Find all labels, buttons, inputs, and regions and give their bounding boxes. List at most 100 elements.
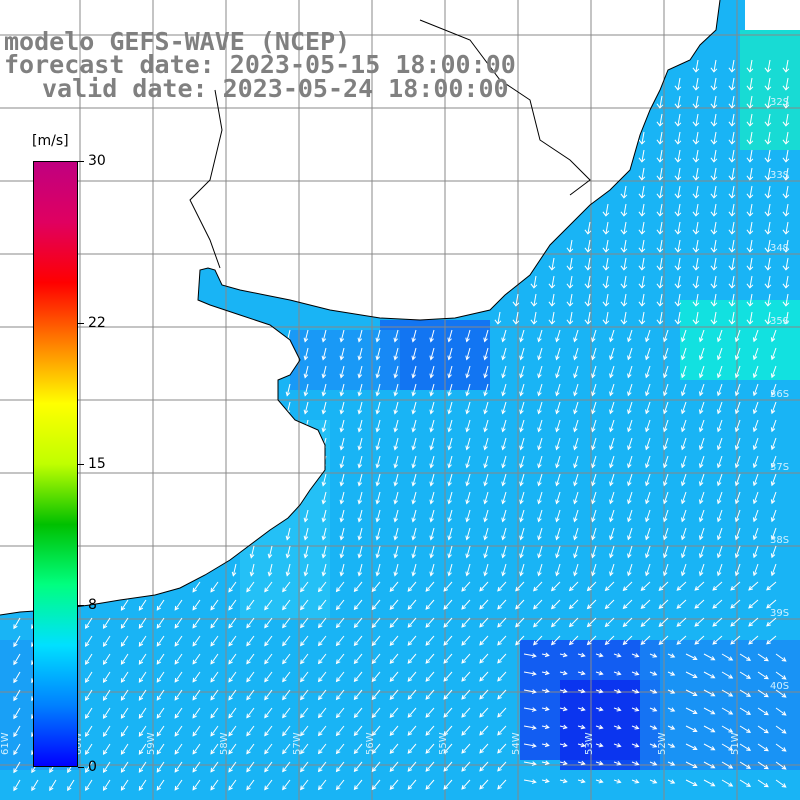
wind-arrow [748,617,759,627]
wind-arrow [728,149,736,163]
wind-arrow [371,725,381,737]
wind-arrow [604,581,615,592]
wind-arrow [465,473,471,487]
wind-arrow [555,473,561,487]
wind-arrow [425,581,435,592]
wind-arrow [210,707,219,719]
wind-arrow [627,545,633,559]
wind-arrow [627,509,633,523]
wind-arrow [640,599,651,610]
wind-arrow [447,383,453,397]
wind-arrow [775,653,787,662]
wind-arrow [573,437,579,451]
wind-arrow [461,707,471,718]
wind-arrow [692,311,700,325]
wind-arrow [559,724,568,730]
wind-arrow [748,599,759,609]
wind-arrow [692,293,700,307]
wind-arrow [102,761,111,773]
wind-arrow [393,473,399,487]
wind-arrow [770,509,777,523]
wind-arrow [371,599,381,611]
wind-arrow [541,742,550,748]
wind-arrow [228,689,237,701]
wind-arrow [548,293,556,307]
wind-arrow [703,689,716,697]
wind-arrow [501,419,507,433]
wind-arrow [674,113,682,127]
wind-arrow [411,329,417,343]
wind-arrow [13,761,21,774]
wind-arrow [620,185,628,199]
wind-arrow [541,652,550,658]
wind-arrow [541,778,550,784]
wind-arrow [595,688,604,694]
wind-arrow [602,293,610,307]
wind-arrow [638,221,646,235]
wind-arrow [609,383,615,397]
wind-arrow [573,383,579,397]
wind-arrow [407,671,417,682]
wind-arrow [739,689,752,697]
wind-arrow [519,491,525,505]
wind-arrow [627,473,633,487]
wind-arrow [192,599,201,611]
wind-arrow [389,599,399,610]
wind-arrow [192,653,201,665]
wind-arrow [746,257,754,271]
wind-arrow [676,599,687,609]
wind-arrow [627,527,633,541]
wind-arrow [555,419,561,433]
wind-arrow [533,635,543,646]
wind-arrow [447,455,453,469]
wind-arrow [249,563,255,577]
wind-arrow [645,347,651,361]
wind-arrow [483,491,489,505]
lon-label: 51W [730,732,741,755]
wind-arrow [407,725,417,736]
wind-arrow [13,653,21,666]
wind-arrow [577,760,586,766]
wind-arrow [501,347,507,361]
wind-arrow [752,545,759,559]
wind-arrow [577,706,586,712]
wind-arrow [411,491,417,505]
wind-arrow [497,761,507,772]
wind-arrow [674,275,682,289]
wind-arrow [519,383,525,397]
wind-arrow [577,742,586,748]
wind-arrow [721,743,734,751]
wind-arrow [620,311,628,325]
wind-arrow [676,617,687,627]
wind-arrow [698,419,705,433]
wind-arrow [407,599,417,610]
wind-arrow [638,167,646,181]
wind-arrow [479,653,489,664]
wind-arrow [483,527,489,541]
wind-arrow [730,599,741,609]
wind-arrow [120,599,129,611]
wind-arrow [411,509,417,523]
wind-arrow [411,473,417,487]
wind-arrow [443,617,453,628]
wind-arrow [782,131,790,145]
wind-arrow [555,347,561,361]
lon-label: 52W [657,732,668,755]
wind-arrow [656,167,664,181]
wind-arrow [602,257,610,271]
wind-arrow [685,689,698,697]
colorbar-tick-mark [78,464,84,465]
wind-arrow [541,724,550,730]
wind-arrow [461,779,471,790]
wind-arrow [300,581,309,593]
wind-arrow [566,239,574,253]
lat-label: 40S [770,681,789,692]
wind-arrow [353,707,363,719]
wind-arrow [656,311,664,325]
wind-arrow [429,437,435,451]
wind-arrow [321,347,327,361]
wind-arrow [393,419,399,433]
wind-arrow [357,329,363,343]
wind-arrow [465,545,471,559]
wind-arrow [698,437,705,451]
